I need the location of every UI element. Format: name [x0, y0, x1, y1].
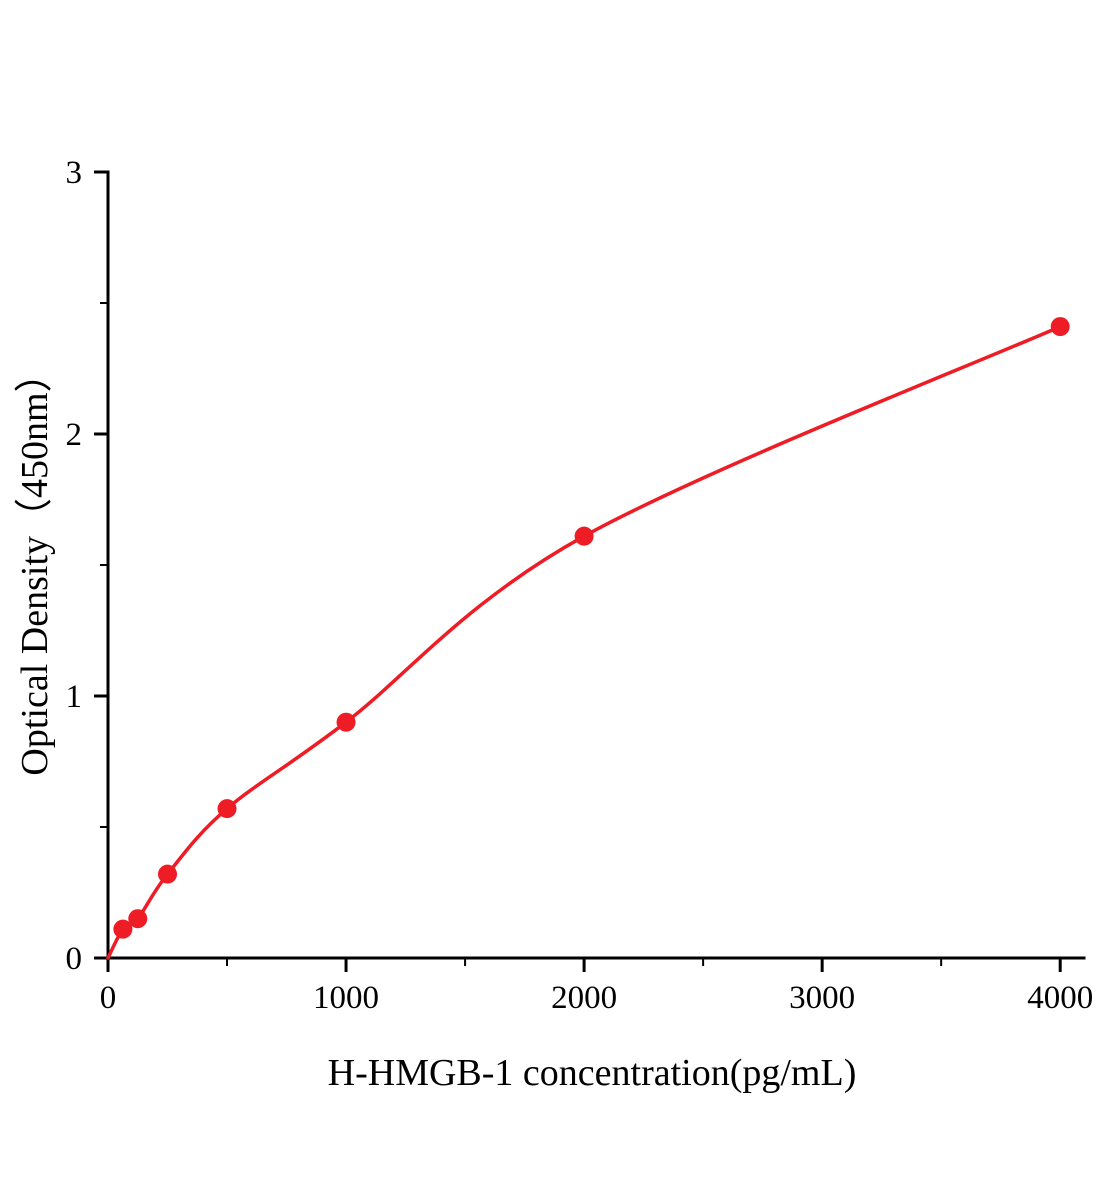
x-tick-label: 3000 [789, 980, 855, 1016]
data-point [1050, 317, 1070, 337]
data-point [158, 864, 178, 884]
x-tick-label: 4000 [1027, 980, 1093, 1016]
x-tick-label: 2000 [551, 980, 617, 1016]
y-tick-label: 1 [66, 679, 83, 715]
data-point [113, 919, 133, 939]
data-point [128, 909, 148, 929]
data-point [217, 799, 237, 819]
fitted-curve [106, 324, 1062, 960]
data-point [336, 712, 356, 732]
data-point [574, 526, 594, 546]
x-tick-label: 1000 [313, 980, 379, 1016]
x-axis-title: H-HMGB-1 concentration(pg/mL) [327, 1052, 857, 1094]
y-tick-label: 2 [66, 417, 83, 453]
y-axis-title: Optical Density（450nm） [14, 354, 57, 776]
y-tick-label: 3 [66, 155, 83, 191]
x-tick-label: 0 [100, 980, 117, 1016]
y-tick-label: 0 [66, 941, 83, 977]
